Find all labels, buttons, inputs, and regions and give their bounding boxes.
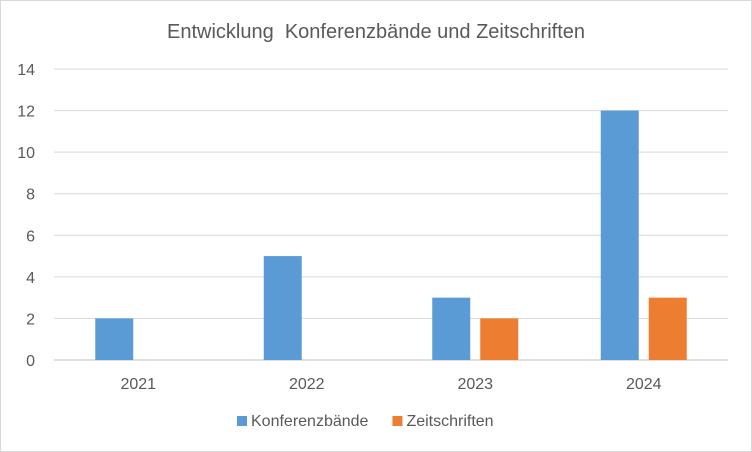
bar <box>95 318 134 360</box>
legend: Konferenzbände Zeitschriften <box>237 413 494 430</box>
x-tick-label: 2021 <box>120 376 156 393</box>
y-tick-label: 6 <box>26 228 35 245</box>
bar <box>600 110 639 360</box>
y-tick-label: 10 <box>17 145 35 162</box>
bar <box>648 297 687 360</box>
x-axis-ticks: 2021 2022 2023 2024 <box>120 376 661 393</box>
legend-label: Zeitschriften <box>406 413 493 430</box>
y-tick-label: 8 <box>26 187 35 204</box>
bar <box>263 256 302 360</box>
y-tick-label: 0 <box>26 353 35 370</box>
legend-swatch <box>237 416 247 426</box>
x-tick-label: 2022 <box>289 376 325 393</box>
legend-label: Konferenzbände <box>251 413 369 430</box>
bars <box>95 110 687 360</box>
y-tick-label: 4 <box>26 270 35 287</box>
bar <box>432 297 471 360</box>
bar <box>480 318 519 360</box>
gridlines <box>54 68 728 361</box>
y-tick-label: 12 <box>17 104 35 121</box>
chart-title: Entwicklung Konferenzbände und Zeitschri… <box>167 21 585 43</box>
y-tick-label: 14 <box>17 62 35 79</box>
y-tick-label: 2 <box>26 311 35 328</box>
x-tick-label: 2024 <box>626 376 662 393</box>
y-axis-ticks: 0 2 4 6 8 10 12 14 <box>17 62 35 370</box>
legend-swatch <box>392 416 403 426</box>
x-tick-label: 2023 <box>457 376 493 393</box>
